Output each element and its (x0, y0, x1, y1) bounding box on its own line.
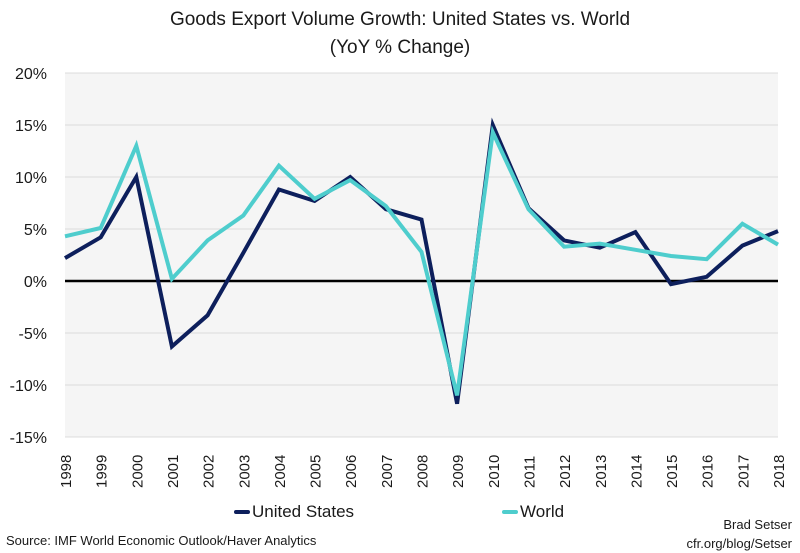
x-tick-label: 2018 (771, 455, 788, 488)
y-tick-label: 5% (24, 222, 47, 239)
x-tick-label: 2013 (593, 455, 610, 488)
x-tick-label: 2001 (165, 455, 182, 488)
x-tick-label: 2005 (308, 455, 325, 488)
legend-label-united-states: United States (252, 502, 355, 521)
x-tick-label: 2017 (735, 455, 752, 488)
x-tick-label: 2010 (486, 455, 503, 488)
x-tick-label: 2008 (415, 455, 432, 488)
author-url[interactable]: cfr.org/blog/Setser (686, 536, 793, 551)
chart-subtitle: (YoY % Change) (329, 37, 471, 58)
x-tick-label: 2000 (129, 455, 146, 488)
y-tick-label: -10% (10, 378, 47, 395)
x-tick-label: 1999 (94, 455, 111, 488)
y-tick-label: 15% (15, 118, 47, 135)
x-tick-label: 2015 (664, 455, 681, 488)
legend: United States World (0, 502, 800, 528)
y-tick-label: 20% (15, 66, 47, 83)
credit-block: Brad Setser cfr.org/blog/Setser (687, 515, 793, 553)
x-tick-label: 2016 (700, 455, 717, 488)
source-note: Source: IMF World Economic Outlook/Haver… (6, 533, 317, 548)
author-name: Brad Setser (723, 517, 792, 532)
series-group (63, 117, 780, 405)
legend-label-world: World (520, 502, 565, 521)
x-tick-label: 2003 (236, 455, 253, 488)
legend-item-united-states[interactable]: United States (234, 502, 354, 522)
legend-swatch-united-states (234, 510, 250, 514)
y-tick-label: 0% (24, 274, 47, 291)
chart-title-block: Goods Export Volume Growth: United State… (0, 6, 800, 62)
x-tick-label: 2007 (379, 455, 396, 488)
chart-title: Goods Export Volume Growth: United State… (169, 9, 631, 30)
x-tick-label: 2002 (201, 455, 218, 488)
y-tick-label: 10% (15, 170, 47, 187)
y-tick-label: -5% (19, 326, 47, 343)
x-tick-label: 2014 (628, 455, 645, 488)
y-tick-label: -15% (10, 430, 47, 447)
x-tick-label: 2012 (557, 455, 574, 488)
x-tick-label: 2006 (343, 455, 360, 488)
x-axis: 1998 1999 2000 2001 2002 2003 2004 2005 2006 2007… (58, 455, 788, 488)
x-tick-label: 2009 (450, 455, 467, 488)
x-tick-label: 2011 (521, 456, 538, 488)
legend-item-world[interactable]: World (502, 502, 564, 522)
legend-swatch-world (502, 510, 518, 514)
x-tick-label: 1998 (58, 455, 75, 488)
x-tick-label: 2004 (272, 455, 289, 488)
y-axis: 20% 15% 10% 5% 0% -5% -10% -15% (10, 66, 47, 447)
